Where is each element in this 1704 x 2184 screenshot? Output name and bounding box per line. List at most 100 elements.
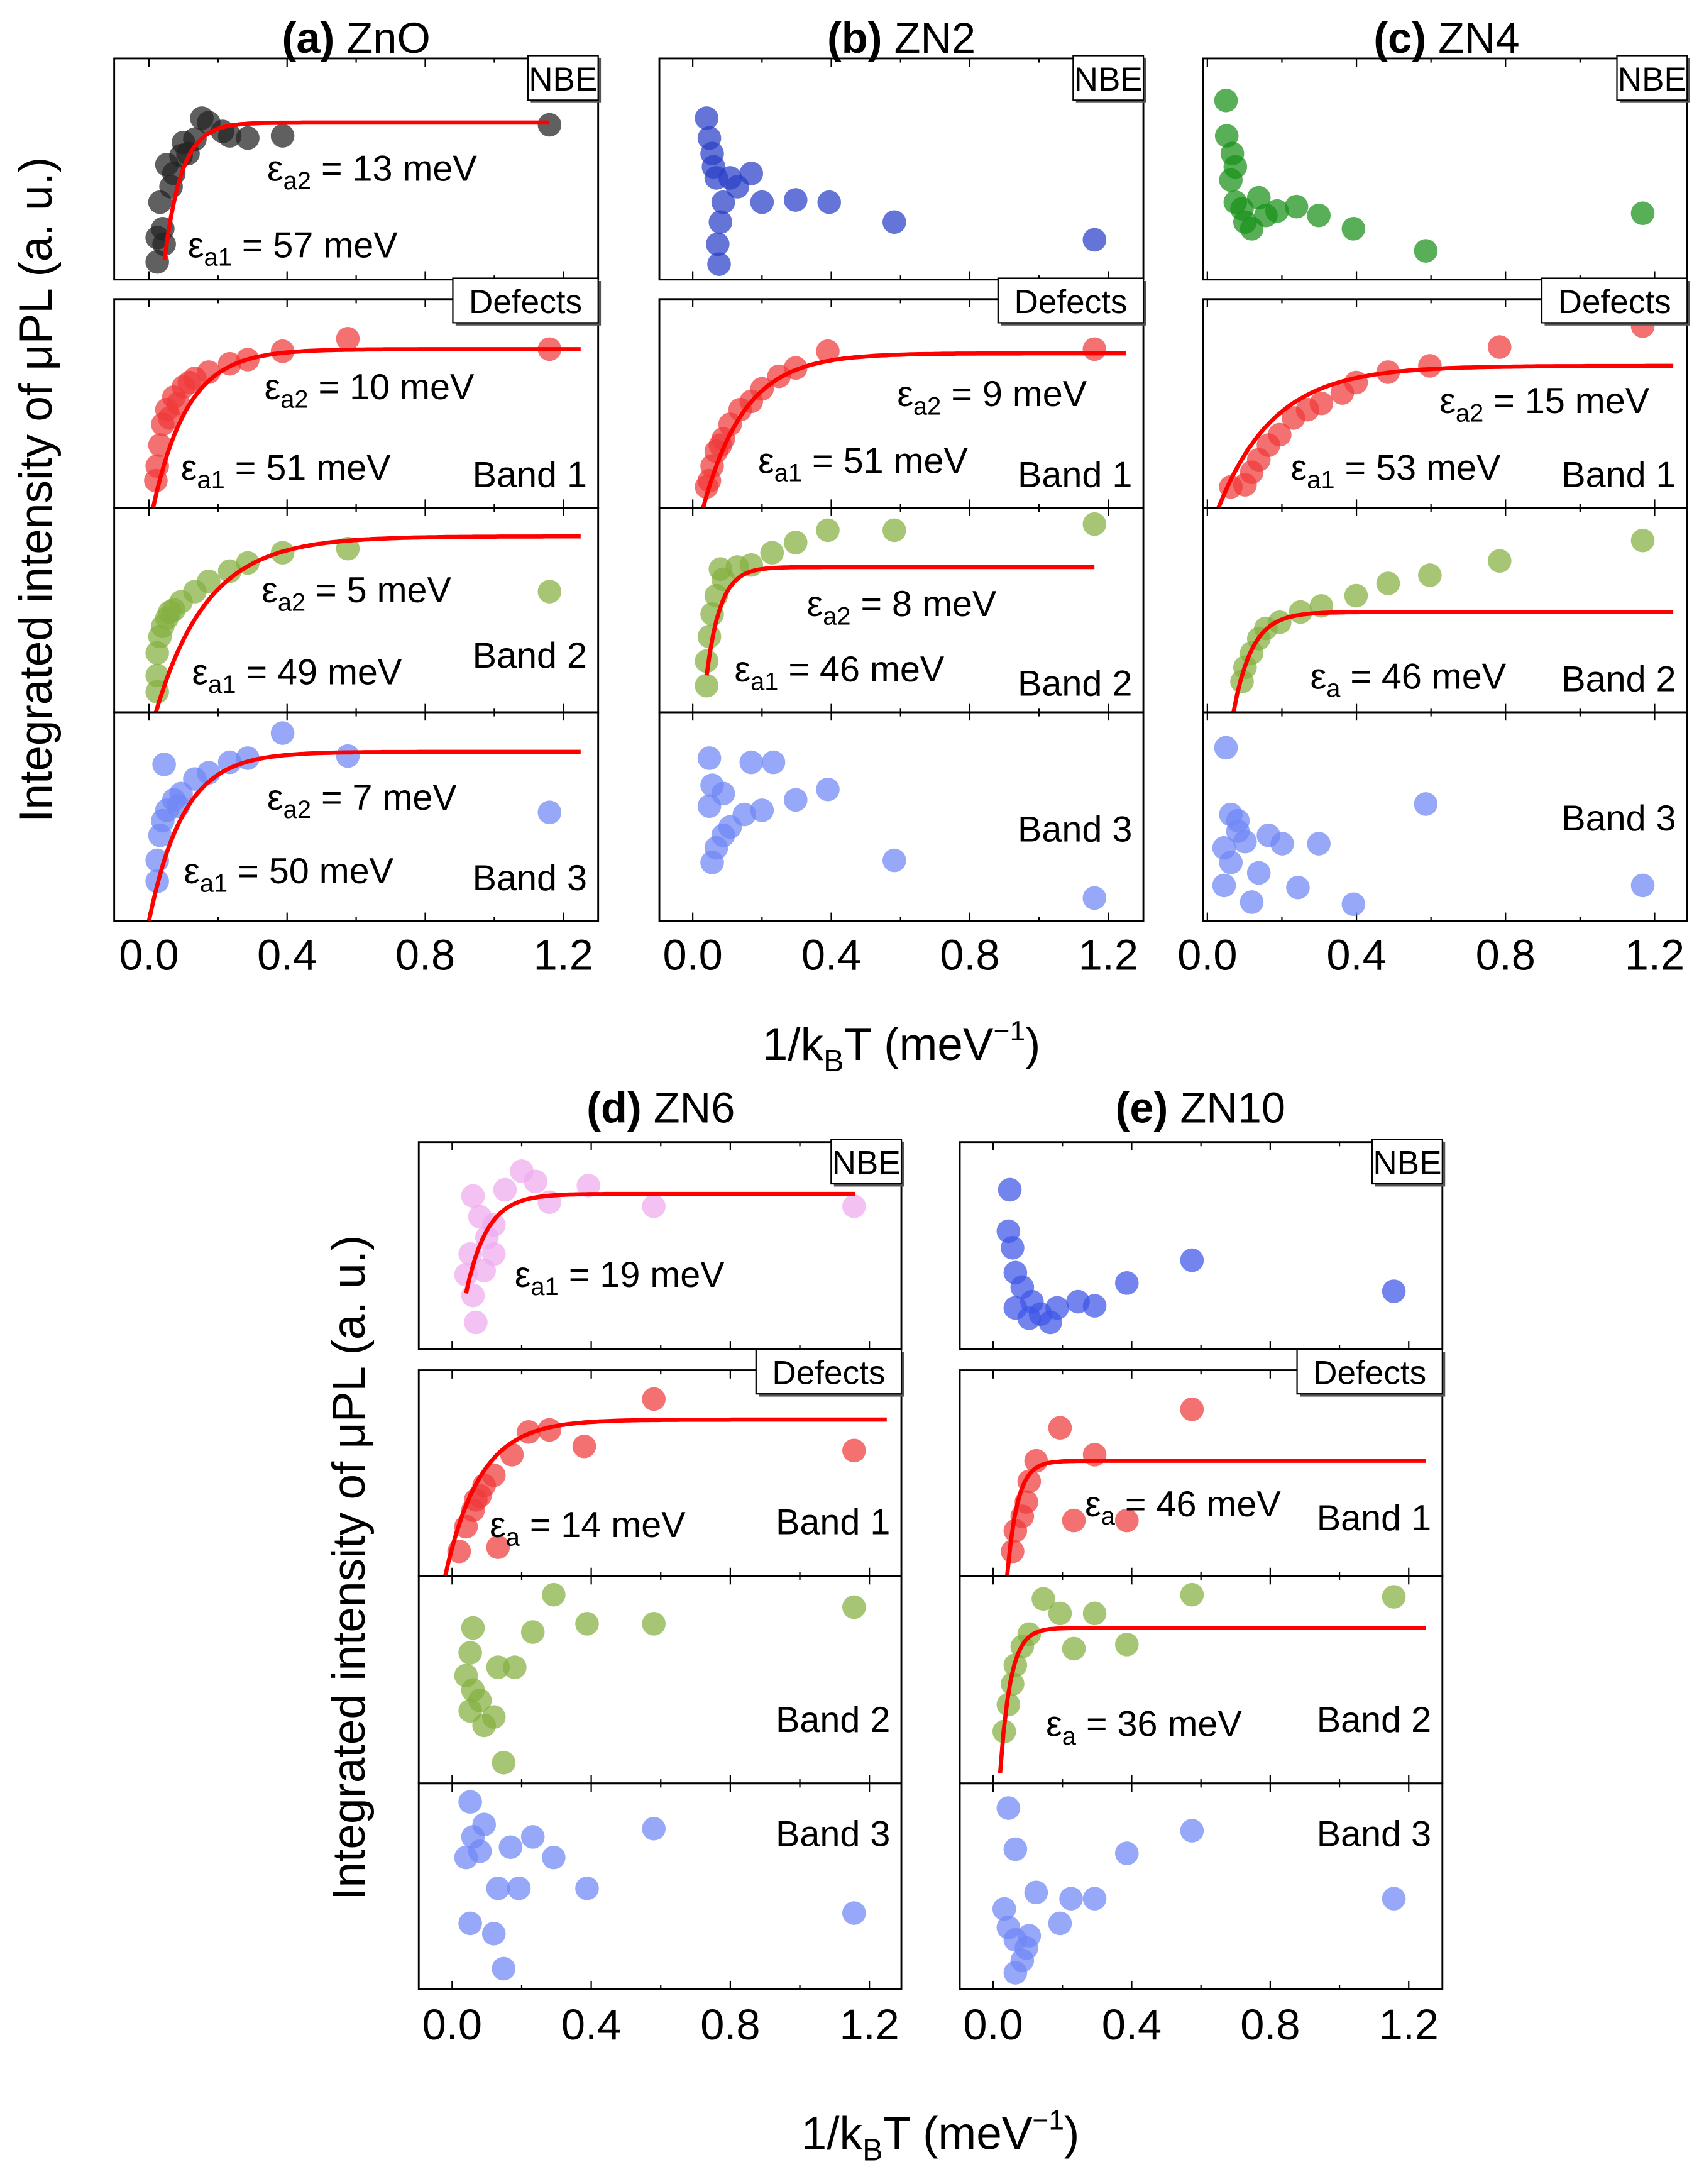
epsilon-symbol: ε bbox=[265, 367, 281, 407]
plot-frame bbox=[1202, 57, 1688, 281]
emission-type-label: Defects bbox=[469, 284, 582, 321]
x-tick-label: 0.4 bbox=[1326, 930, 1386, 979]
epsilon-symbol: ε bbox=[1085, 1484, 1101, 1525]
data-point bbox=[1240, 217, 1264, 241]
activation-energy-label: εa1 = 49 meV bbox=[192, 653, 402, 698]
data-points bbox=[145, 536, 562, 704]
label-box bbox=[1616, 55, 1688, 101]
data-point bbox=[498, 1835, 523, 1860]
data-point bbox=[1270, 832, 1294, 856]
data-point bbox=[1382, 1585, 1406, 1609]
label-box bbox=[527, 55, 599, 101]
x-tick-label: 1.2 bbox=[1625, 930, 1685, 979]
data-point bbox=[1082, 512, 1107, 536]
data-point bbox=[842, 1438, 866, 1463]
data-point bbox=[461, 1184, 485, 1208]
data-point bbox=[996, 1796, 1021, 1820]
data-point bbox=[642, 1194, 666, 1218]
activation-energy-label: εa2 = 15 meV bbox=[1439, 381, 1649, 427]
subplot-band-2: Band 2 bbox=[417, 1575, 903, 1785]
epsilon-symbol: ε bbox=[1046, 1704, 1062, 1744]
energy-value: = 46 meV bbox=[1340, 656, 1506, 697]
subscript: a2 bbox=[283, 167, 311, 195]
data-point bbox=[542, 1582, 566, 1607]
data-point bbox=[882, 518, 906, 543]
subplot-band-2: εa = 46 meV Band 2 bbox=[1202, 507, 1688, 714]
data-point bbox=[1082, 228, 1107, 252]
epsilon-symbol: ε bbox=[184, 851, 200, 891]
data-point bbox=[1048, 1911, 1072, 1936]
plot-frame bbox=[658, 711, 1145, 922]
subplot-band-1: εa = 14 meV Band 1 Defects bbox=[417, 1348, 904, 1577]
data-point bbox=[1082, 1601, 1107, 1626]
data-point bbox=[1062, 1508, 1086, 1533]
plot-frame bbox=[417, 1575, 903, 1785]
energy-value: = 36 meV bbox=[1076, 1704, 1242, 1744]
data-point bbox=[1219, 851, 1243, 874]
data-point bbox=[725, 175, 750, 199]
data-point bbox=[1180, 1248, 1204, 1272]
data-point bbox=[783, 531, 808, 554]
data-point bbox=[1382, 1279, 1406, 1303]
epsilon-symbol: ε bbox=[1291, 448, 1307, 488]
emission-type-label: Defects bbox=[772, 1355, 885, 1392]
x-label-subscript: B bbox=[823, 1044, 844, 1078]
data-point bbox=[1001, 1539, 1025, 1564]
plot-frame bbox=[1202, 711, 1688, 922]
data-point bbox=[575, 1612, 599, 1636]
subplot-band-1: εa = 46 meV Band 1 Defects bbox=[959, 1348, 1446, 1577]
data-point bbox=[183, 127, 207, 152]
subscript: a1 bbox=[200, 869, 228, 897]
data-point bbox=[1024, 1880, 1048, 1905]
x-tick-label: 0.0 bbox=[1177, 930, 1237, 979]
data-point bbox=[1307, 203, 1331, 228]
data-point bbox=[492, 1956, 516, 1981]
activation-energy-label: εa2 = 5 meV bbox=[261, 570, 451, 616]
plot-frame bbox=[959, 1575, 1444, 1785]
data-point bbox=[1382, 1887, 1406, 1911]
emission-type-label: Defects bbox=[1313, 1355, 1426, 1392]
data-point bbox=[270, 721, 295, 745]
activation-energy-label: εa = 46 meV bbox=[1085, 1484, 1281, 1530]
fit-curve bbox=[153, 534, 581, 712]
label-box bbox=[830, 1139, 903, 1185]
band-label: Band 2 bbox=[776, 1700, 890, 1740]
data-point bbox=[1212, 873, 1236, 898]
subscript: a1 bbox=[774, 460, 802, 487]
x-tick-label: 0.8 bbox=[1476, 930, 1536, 979]
data-point bbox=[750, 190, 774, 214]
x-tick-label: 0.4 bbox=[561, 2000, 621, 2049]
data-points bbox=[1001, 1397, 1204, 1564]
data-point bbox=[1630, 201, 1655, 226]
data-point bbox=[1038, 1310, 1062, 1335]
subscript: a bbox=[1326, 675, 1341, 703]
energy-value: = 19 meV bbox=[559, 1255, 725, 1295]
subplot-nbe: NBE bbox=[959, 1139, 1446, 1350]
subscript: a2 bbox=[280, 385, 308, 413]
emission-type-label: NBE bbox=[1618, 61, 1686, 98]
data-point bbox=[148, 190, 172, 214]
data-point bbox=[1246, 861, 1271, 885]
label-box bbox=[1541, 277, 1688, 324]
panel-tag: (c) bbox=[1373, 14, 1426, 62]
data-point bbox=[1048, 1601, 1072, 1626]
data-point bbox=[1487, 335, 1512, 359]
data-point bbox=[152, 753, 176, 776]
data-point bbox=[1003, 1961, 1028, 1985]
data-points bbox=[992, 1796, 1406, 1985]
energy-value: = 51 meV bbox=[225, 448, 391, 488]
data-points bbox=[144, 326, 562, 493]
emission-type-label: Defects bbox=[1558, 284, 1671, 321]
emission-type-label: NBE bbox=[1373, 1145, 1441, 1182]
data-point bbox=[760, 541, 784, 565]
x-tick-label: 0.0 bbox=[963, 2000, 1023, 2049]
data-point bbox=[1330, 381, 1355, 405]
epsilon-symbol: ε bbox=[192, 653, 209, 693]
data-point bbox=[1048, 1416, 1072, 1440]
